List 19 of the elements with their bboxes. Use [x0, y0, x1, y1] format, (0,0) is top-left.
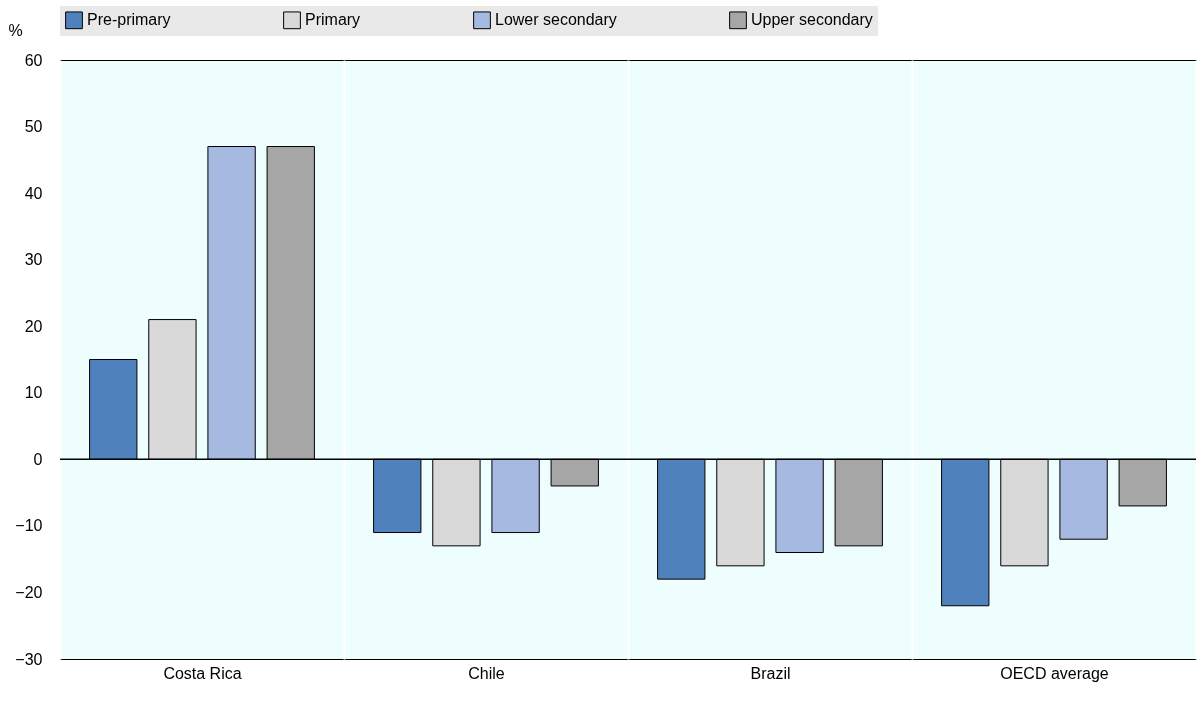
y-tick-label: 60: [24, 51, 43, 69]
y-tick-label: 30: [24, 251, 43, 269]
y-tick-label: 10: [24, 384, 43, 402]
x-tick-label: Chile: [468, 664, 505, 682]
legend-label: Primary: [305, 11, 361, 29]
x-tick-label: OECD average: [1000, 664, 1109, 682]
y-tick-label: 40: [24, 184, 43, 202]
y-tick-label: −10: [15, 517, 43, 535]
y-tick-label: 20: [24, 317, 43, 335]
y-axis-title: %: [8, 21, 23, 39]
legend-label: Pre-primary: [87, 11, 171, 29]
y-tick-label: −30: [15, 650, 43, 668]
y-tick-label: 50: [24, 118, 43, 136]
legend-label: Upper secondary: [751, 11, 873, 29]
x-tick-label: Costa Rica: [163, 664, 242, 682]
legend-label: Lower secondary: [495, 11, 617, 29]
y-tick-label: −20: [15, 583, 43, 601]
x-tick-label: Brazil: [750, 664, 791, 682]
y-tick-label: 0: [33, 450, 43, 468]
